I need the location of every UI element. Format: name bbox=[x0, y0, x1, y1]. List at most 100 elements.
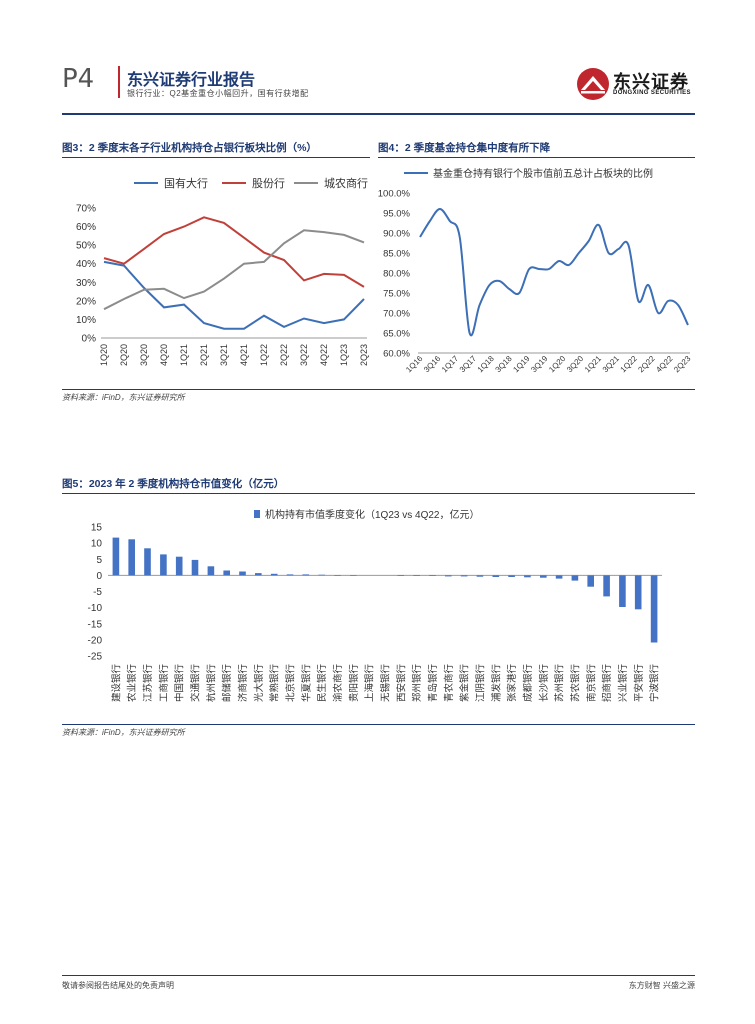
y-tick-label: -20 bbox=[88, 635, 103, 646]
x-tick-label: 北京银行 bbox=[285, 664, 297, 703]
legend-label: 基金重仓持有银行个股市值前五总计占板块的比例 bbox=[433, 167, 653, 180]
x-tick-label: 上海银行 bbox=[364, 664, 376, 703]
x-tick-label: 3Q20 bbox=[139, 344, 149, 366]
series-line-国有大行 bbox=[103, 260, 365, 330]
x-tick-label: 2Q22 bbox=[636, 354, 657, 375]
x-tick-label: 4Q20 bbox=[159, 344, 169, 366]
x-tick-label: 1Q20 bbox=[547, 354, 568, 375]
bar-苏州银行 bbox=[555, 575, 563, 579]
footer-rule bbox=[62, 975, 695, 976]
x-tick-label: 3Q20 bbox=[565, 354, 586, 375]
y-tick-label: 0% bbox=[82, 334, 97, 345]
bar-招商银行 bbox=[603, 575, 610, 597]
x-tick-label: 浦发银行 bbox=[490, 664, 502, 703]
series-line-城农商行 bbox=[103, 229, 365, 311]
bar-成都银行 bbox=[524, 575, 531, 578]
x-tick-label: 建设银行 bbox=[110, 664, 122, 703]
x-tick-label: 1Q22 bbox=[259, 344, 269, 366]
x-tick-label: 常熟银行 bbox=[269, 664, 281, 703]
y-tick-label: 70.0% bbox=[383, 309, 410, 320]
figure34-bottom-rule bbox=[62, 389, 695, 390]
company-logo: 东兴证券 DONGXING SECURITIES bbox=[575, 66, 700, 102]
y-tick-label: 10% bbox=[76, 315, 96, 326]
x-tick-label: 2Q23 bbox=[672, 354, 693, 375]
bar-建设银行 bbox=[112, 537, 120, 576]
figure3-rule bbox=[62, 157, 370, 158]
x-tick-label: 紫金银行 bbox=[459, 664, 471, 703]
x-tick-label: 交通银行 bbox=[190, 664, 202, 703]
bar-济商银行 bbox=[239, 571, 246, 576]
x-tick-label: 兴业银行 bbox=[617, 664, 629, 703]
figure3-chart: 国有大行 股份行 城农商行 70% 60% 50% 40% 30% 20% 10% 0%1Q20 2Q… bbox=[76, 176, 369, 366]
series-line bbox=[419, 207, 689, 337]
y-tick-label: 20% bbox=[76, 296, 96, 307]
page-number: P4 bbox=[62, 64, 95, 94]
y-tick-label: 80.0% bbox=[383, 269, 410, 280]
x-tick-label: 西安银行 bbox=[395, 664, 407, 703]
x-tick-label: 青岛银行 bbox=[427, 664, 439, 703]
figure4-chart: 基金重仓持有银行个股市值前五总计占板块的比例 100.0% 95.0% 90.0% 85… bbox=[378, 167, 693, 375]
x-tick-label: 华夏银行 bbox=[300, 664, 312, 703]
header-rule bbox=[62, 113, 695, 115]
logo-name-cn: 东兴证券 bbox=[613, 72, 689, 92]
figure4-title: 图4：2 季度基金持仓集中度有所下降 bbox=[378, 142, 551, 154]
y-tick-label: 0 bbox=[96, 571, 102, 582]
bar-交通银行 bbox=[191, 559, 199, 576]
figure34-source: 资料来源：iFinD，东兴证券研究所 bbox=[62, 393, 185, 402]
x-tick-label: 1Q20 bbox=[99, 344, 109, 366]
x-tick-label: 南京银行 bbox=[585, 664, 597, 703]
x-tick-label: 1Q22 bbox=[619, 354, 640, 375]
bar-工商银行 bbox=[160, 554, 167, 576]
legend-swatch bbox=[254, 510, 260, 518]
x-tick-label: 无锡银行 bbox=[380, 664, 392, 703]
bar-光大银行 bbox=[255, 573, 262, 576]
logo-mark-icon bbox=[577, 68, 609, 100]
bar-兴业银行 bbox=[619, 575, 626, 607]
y-tick-label: 5 bbox=[96, 555, 102, 566]
x-tick-label: 2Q20 bbox=[119, 344, 129, 366]
x-tick-label: 苏州银行 bbox=[554, 664, 566, 703]
y-tick-label: 100.0% bbox=[378, 189, 411, 200]
x-tick-label: 青农商行 bbox=[443, 664, 455, 703]
x-tick-label: 工商银行 bbox=[158, 664, 170, 703]
x-tick-label: 招商银行 bbox=[601, 664, 613, 703]
figure3-title: 图3：2 季度末各子行业机构持仓占银行板块比例（%） bbox=[62, 142, 317, 154]
y-tick-label: 70% bbox=[76, 204, 96, 215]
x-tick-label: 4Q22 bbox=[654, 354, 675, 375]
x-tick-label: 1Q19 bbox=[511, 354, 532, 375]
y-tick-label: 30% bbox=[76, 278, 96, 289]
x-tick-label: 光大银行 bbox=[253, 664, 265, 703]
x-tick-label: 3Q21 bbox=[219, 344, 229, 366]
bar-常熟银行 bbox=[270, 573, 278, 576]
y-tick-label: 90.0% bbox=[383, 229, 410, 240]
y-tick-label: 65.0% bbox=[383, 329, 410, 340]
y-tick-label: -15 bbox=[88, 619, 103, 630]
footer-slogan: 东方财智 兴盛之源 bbox=[628, 981, 695, 990]
x-tick-label: 1Q17 bbox=[440, 354, 461, 375]
bar-贵阳银行 bbox=[350, 575, 357, 576]
figure5-source: 资料来源：iFinD，东兴证券研究所 bbox=[62, 728, 185, 737]
y-tick-label: 75.0% bbox=[383, 289, 410, 300]
x-tick-label: 农业银行 bbox=[126, 664, 138, 703]
x-tick-label: 2Q23 bbox=[359, 344, 369, 366]
x-tick-label: 长沙银行 bbox=[538, 664, 550, 703]
bar-平安银行 bbox=[634, 575, 642, 610]
legend-label: 国有大行 bbox=[164, 176, 208, 190]
y-tick-label: 60% bbox=[76, 222, 96, 233]
x-tick-label: 3Q18 bbox=[494, 354, 515, 375]
y-tick-label: -10 bbox=[88, 603, 103, 614]
bar-渝农商行 bbox=[334, 575, 341, 576]
bar-郑州银行 bbox=[413, 575, 420, 576]
x-tick-label: 邮储银行 bbox=[221, 664, 233, 703]
x-tick-label: 郑州银行 bbox=[411, 664, 423, 703]
figure5-title: 图5：2023 年 2 季度机构持仓市值变化（亿元） bbox=[62, 478, 285, 490]
y-tick-label: 95.0% bbox=[383, 209, 410, 220]
x-tick-label: 3Q16 bbox=[422, 354, 443, 375]
bar-张家港行 bbox=[508, 575, 515, 577]
x-tick-label: 成都银行 bbox=[522, 664, 534, 703]
bar-华夏银行 bbox=[302, 574, 310, 576]
x-tick-label: 平安银行 bbox=[633, 664, 645, 703]
figure5-bottom-rule bbox=[62, 724, 695, 725]
y-tick-label: -25 bbox=[88, 652, 103, 663]
x-tick-label: 渝农商行 bbox=[332, 664, 344, 703]
